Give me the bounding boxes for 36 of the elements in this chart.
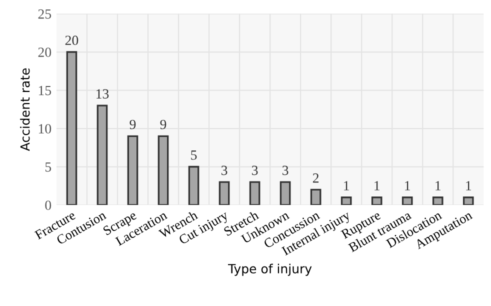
bar bbox=[127, 135, 138, 206]
bar bbox=[158, 135, 169, 206]
data-label: 1 bbox=[436, 181, 441, 190]
y-tick-label: 15 bbox=[38, 86, 52, 96]
bar bbox=[188, 166, 200, 206]
bar bbox=[432, 196, 444, 206]
y-tick-label: 25 bbox=[38, 9, 52, 19]
bar bbox=[218, 181, 230, 206]
bar bbox=[371, 196, 382, 206]
data-label: 3 bbox=[252, 166, 258, 176]
data-label: 1 bbox=[405, 181, 410, 190]
data-label: 9 bbox=[130, 120, 136, 130]
bar bbox=[462, 196, 474, 206]
data-label: 3 bbox=[282, 166, 288, 176]
data-label: 2 bbox=[312, 173, 319, 183]
x-axis-title: Type of injury bbox=[228, 264, 312, 276]
data-label: 20 bbox=[65, 36, 78, 46]
bar bbox=[340, 196, 352, 206]
bar bbox=[402, 196, 413, 206]
data-label: 9 bbox=[160, 120, 166, 130]
data-label: 1 bbox=[466, 181, 472, 190]
bar bbox=[280, 181, 291, 206]
y-axis-title: Accident rate bbox=[20, 68, 30, 151]
y-tick-label: 20 bbox=[38, 48, 52, 57]
data-label: 13 bbox=[96, 89, 109, 99]
bar bbox=[66, 51, 78, 206]
bar bbox=[310, 188, 322, 206]
bar bbox=[96, 104, 108, 206]
data-label: 3 bbox=[221, 166, 228, 176]
y-tick-label: 0 bbox=[45, 200, 52, 210]
y-tick-label: 5 bbox=[45, 162, 52, 172]
data-label: 1 bbox=[344, 181, 349, 190]
data-label: 1 bbox=[374, 181, 380, 190]
y-tick-label: 10 bbox=[38, 124, 52, 134]
bar bbox=[249, 181, 260, 206]
data-label: 5 bbox=[191, 150, 197, 160]
